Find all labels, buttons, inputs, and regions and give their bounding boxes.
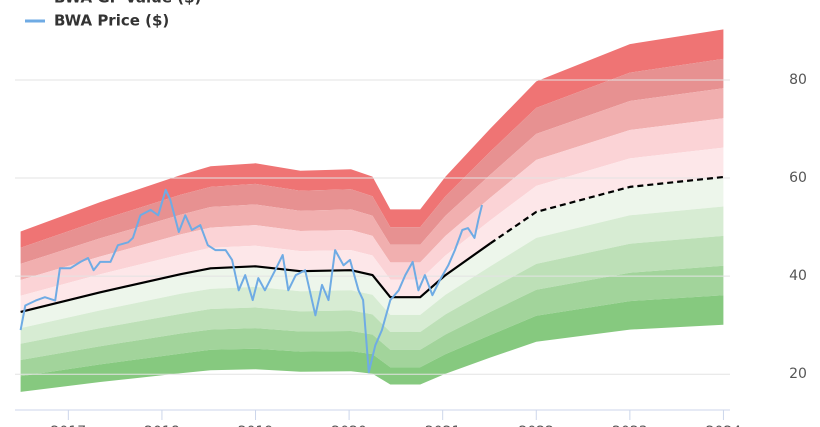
valuation-band — [20, 265, 724, 377]
y-tick-label: 20 — [789, 366, 807, 382]
valuation-band — [20, 235, 724, 360]
y-tick-label: 60 — [789, 170, 807, 186]
x-tick-label: 2023 — [612, 424, 648, 427]
x-tick-label: 2024 — [706, 424, 742, 427]
y-tick-label: 80 — [789, 72, 807, 88]
valuation-band — [20, 118, 724, 296]
x-tick-label: 2021 — [425, 424, 461, 427]
valuation-band — [20, 177, 724, 329]
x-tick-label: 2020 — [331, 424, 367, 427]
valuation-band — [20, 58, 724, 264]
x-tick-label: 2018 — [144, 424, 180, 427]
valuation-band — [20, 206, 724, 344]
valuation-band — [20, 29, 724, 248]
legend-label: BWA Price ($) — [54, 12, 169, 30]
legend-label: BWA GF Value ($) — [54, 0, 201, 7]
gf-value-line — [20, 242, 492, 313]
gf-value-line — [489, 175, 724, 245]
valuation-band — [20, 88, 724, 280]
y-tick-label: 40 — [789, 268, 807, 284]
x-tick-label: 2017 — [51, 424, 87, 427]
valuation-band — [20, 295, 724, 392]
x-tick-label: 2019 — [238, 424, 274, 427]
price-line — [19, 188, 483, 374]
x-tick-label: 2022 — [518, 424, 554, 427]
